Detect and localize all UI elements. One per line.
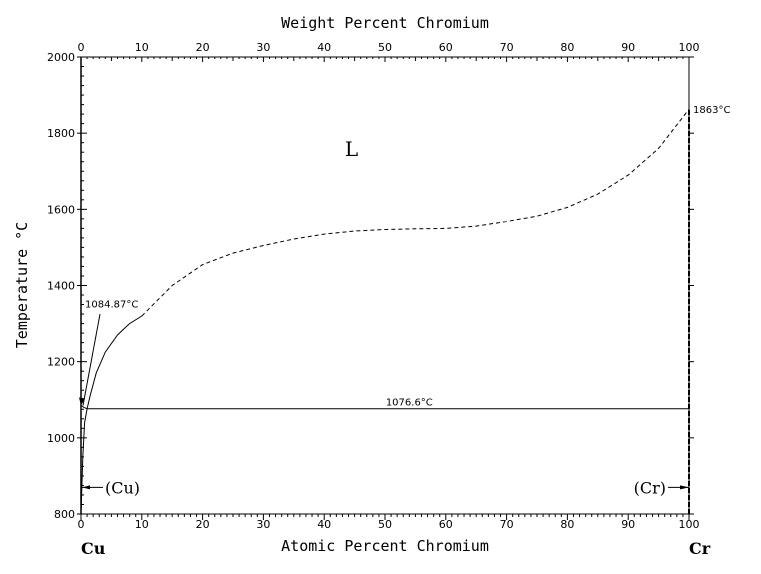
- top-axis-title: Weight Percent Chromium: [281, 14, 489, 32]
- x-tick-label: 20: [196, 518, 210, 531]
- x-tick-label: 90: [621, 518, 635, 531]
- x-tick-label: 60: [439, 518, 453, 531]
- top-tick-label: 0: [78, 41, 85, 54]
- top-tick-label: 80: [560, 41, 574, 54]
- annotation-cr-melting: 1863°C: [693, 105, 730, 116]
- x-tick-label: 80: [560, 518, 574, 531]
- y-tick-label: 800: [54, 508, 75, 521]
- x-tick-label: 0: [78, 518, 85, 531]
- annotation-eutectic: 1076.6°C: [386, 398, 433, 409]
- top-tick-label: 30: [256, 41, 270, 54]
- x-tick-label: 70: [500, 518, 514, 531]
- series-cu-solvus: [80, 408, 88, 515]
- phase-label-cu: (Cu): [105, 478, 140, 497]
- series-liquidus-solid: [80, 315, 143, 410]
- x-tick-label: 100: [679, 518, 700, 531]
- series-liquidus-dashed: [141, 108, 690, 317]
- phase-label-liquid: L: [345, 137, 358, 161]
- x-tick-label: 30: [256, 518, 270, 531]
- top-tick-label: 90: [621, 41, 635, 54]
- top-tick-label: 60: [439, 41, 453, 54]
- top-tick-label: 50: [378, 41, 392, 54]
- x-tick-label: 50: [378, 518, 392, 531]
- y-tick-label: 1600: [47, 203, 75, 216]
- x-tick-label: 40: [317, 518, 331, 531]
- top-tick-label: 20: [196, 41, 210, 54]
- x-tick-label: 10: [135, 518, 149, 531]
- x-axis-title: Atomic Percent Chromium: [281, 537, 489, 555]
- top-tick-label: 10: [135, 41, 149, 54]
- annotation-cu-melting-leader: [82, 313, 101, 406]
- y-tick-label: 2000: [47, 51, 75, 64]
- phase-label-cr: (Cr): [634, 478, 666, 497]
- y-tick-label: 1400: [47, 280, 75, 293]
- y-tick-label: 1000: [47, 432, 75, 445]
- arrowhead-icon: [680, 485, 689, 490]
- right-element-label: Cr: [689, 539, 711, 558]
- y-tick-label: 1200: [47, 356, 75, 369]
- top-tick-label: 70: [500, 41, 514, 54]
- arrowhead-icon: [82, 485, 90, 490]
- left-element-label: Cu: [81, 539, 106, 558]
- y-axis-title: Temperature °C: [13, 222, 31, 348]
- annotation-cu-melting: 1084.87°C: [85, 300, 138, 311]
- y-tick-label: 1800: [47, 127, 75, 140]
- top-tick-label: 40: [317, 41, 331, 54]
- top-tick-label: 100: [679, 41, 700, 54]
- arrowhead-icon: [79, 397, 85, 406]
